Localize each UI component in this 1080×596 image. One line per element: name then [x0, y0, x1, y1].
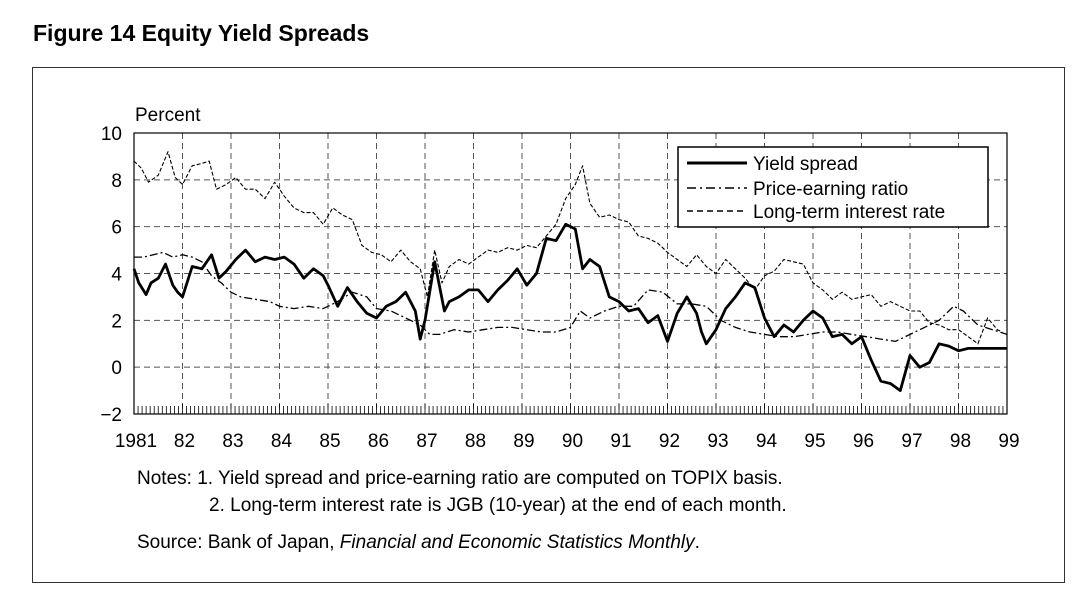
series-lines: [132, 151, 1008, 393]
x-tick-label: 94: [756, 431, 778, 452]
legend-box: [677, 146, 989, 228]
series-line-yield-spread: [132, 222, 1007, 393]
y-axis-label: Percent: [135, 105, 201, 126]
figure-title: Figure 14 Equity Yield Spreads: [33, 20, 370, 46]
x-tick-label: 96: [853, 431, 874, 452]
x-tick-label: 98: [950, 431, 971, 452]
series-line-price-earning-ratio: [134, 251, 1008, 343]
x-tick-label: 95: [804, 431, 825, 452]
source-note: Source: Bank of Japan, Financial and Eco…: [137, 532, 700, 554]
legend-label-long-term-rate: Long-term interest rate: [753, 202, 945, 223]
y-tick-label: −2: [100, 405, 122, 426]
series-line-long-term-interest-rate: [133, 151, 1003, 345]
source-prefix: Source: Bank of Japan,: [137, 532, 340, 553]
x-tick-label: 91: [610, 431, 631, 452]
x-tick-label: 85: [319, 431, 340, 452]
x-tick-label: 84: [271, 431, 293, 452]
x-tick-label: 90: [562, 431, 583, 452]
legend: Yield spread Price-earning ratio Long-te…: [677, 146, 989, 228]
source-title: Financial and Economic Statistics Monthl…: [339, 532, 695, 553]
x-tick-label: 83: [222, 431, 243, 452]
y-tick-label: 8: [111, 171, 122, 192]
legend-label-price-earning: Price-earning ratio: [753, 179, 908, 200]
x-tick-label: 82: [174, 431, 195, 452]
y-tick-label: 0: [111, 358, 122, 379]
x-tick-label: 99: [998, 431, 1019, 452]
y-tick-label: 4: [111, 265, 122, 286]
gridlines: [134, 133, 1008, 414]
chart-frame: [32, 67, 1065, 583]
y-tick-label: 2: [111, 311, 122, 332]
x-tick-label: 87: [416, 431, 437, 452]
y-tick-label: 6: [111, 218, 122, 239]
x-tick-label: 89: [513, 431, 534, 452]
x-tick-label: 97: [901, 431, 922, 452]
x-tick-label: 92: [659, 431, 680, 452]
x-tick-label: 86: [368, 431, 389, 452]
y-tick-label: 10: [101, 124, 122, 145]
source-suffix: .: [694, 532, 700, 553]
note-2: 2. Long-term interest rate is JGB (10-ye…: [209, 495, 787, 516]
x-tick-label: 88: [465, 431, 486, 452]
x-tick-label: 93: [707, 431, 728, 452]
x-tick-label: 1981: [115, 431, 157, 452]
note-1: Notes: 1. Yield spread and price-earning…: [137, 468, 783, 489]
legend-label-yield-spread: Yield spread: [753, 154, 858, 175]
